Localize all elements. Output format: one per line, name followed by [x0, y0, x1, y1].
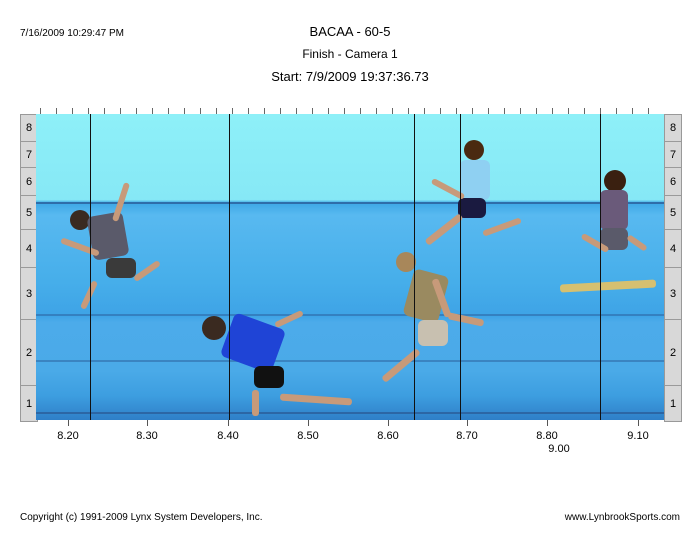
- lane-scale-left: 8 7 6 5 4 3 2 1: [20, 114, 38, 422]
- time-tick-label: 8.50: [297, 430, 319, 442]
- lane-scale-right: 8 7 6 5 4 3 2 1: [664, 114, 682, 422]
- time-tick-label: 8.80: [536, 430, 558, 442]
- lane-label: 8: [25, 122, 33, 134]
- lane-label: 3: [665, 267, 681, 319]
- time-tick-label: 8.30: [136, 430, 158, 442]
- lane-label: 2: [21, 319, 37, 385]
- time-tick-label: 8.20: [57, 430, 79, 442]
- runner-lane-3: [368, 246, 488, 396]
- lane-label: 7: [665, 141, 681, 167]
- lane-label: 7: [21, 141, 37, 167]
- lane-label: 1: [21, 385, 37, 421]
- lane-label: 8: [669, 122, 677, 134]
- lane-label: 4: [665, 229, 681, 267]
- time-tick-label: 8.40: [217, 430, 239, 442]
- lane-label: 3: [21, 267, 37, 319]
- time-tick-label: 9.10: [627, 430, 649, 442]
- runner-lane-6: [556, 170, 664, 300]
- time-axis: 8.20 8.30 8.40 8.50 8.60 8.70 8.80 9.00 …: [36, 420, 664, 466]
- finish-marker-line: [229, 114, 230, 420]
- time-tick-label: 8.60: [377, 430, 399, 442]
- lane-label: 5: [21, 195, 37, 229]
- start-time: Start: 7/9/2009 19:37:36.73: [271, 69, 429, 84]
- runner-lane-2: [196, 308, 366, 418]
- event-title: BACAA - 60-5: [309, 24, 391, 39]
- website: www.LynbrookSports.com: [564, 512, 680, 523]
- lane-label: 5: [665, 195, 681, 229]
- lane-label: 2: [665, 319, 681, 385]
- lane-label: 1: [665, 385, 681, 421]
- lane-label: 4: [21, 229, 37, 267]
- datetime: 7/16/2009 10:29:47 PM: [20, 28, 124, 39]
- lane-label: 6: [665, 167, 681, 195]
- finish-photo: [36, 114, 664, 420]
- copyright: Copyright (c) 1991-2009 Lynx System Deve…: [20, 512, 263, 523]
- time-tick-label: 8.70: [456, 430, 478, 442]
- lane-label: 6: [21, 167, 37, 195]
- finish-marker-line: [460, 114, 461, 420]
- finish-marker-line: [90, 114, 91, 420]
- camera-title: Finish - Camera 1: [302, 47, 398, 61]
- finish-marker-line: [414, 114, 415, 420]
- time-tick-label: 9.00: [548, 443, 570, 455]
- runner-lane-7: [416, 138, 522, 268]
- runner-lane-5: [56, 180, 166, 310]
- finish-marker-line: [600, 114, 601, 420]
